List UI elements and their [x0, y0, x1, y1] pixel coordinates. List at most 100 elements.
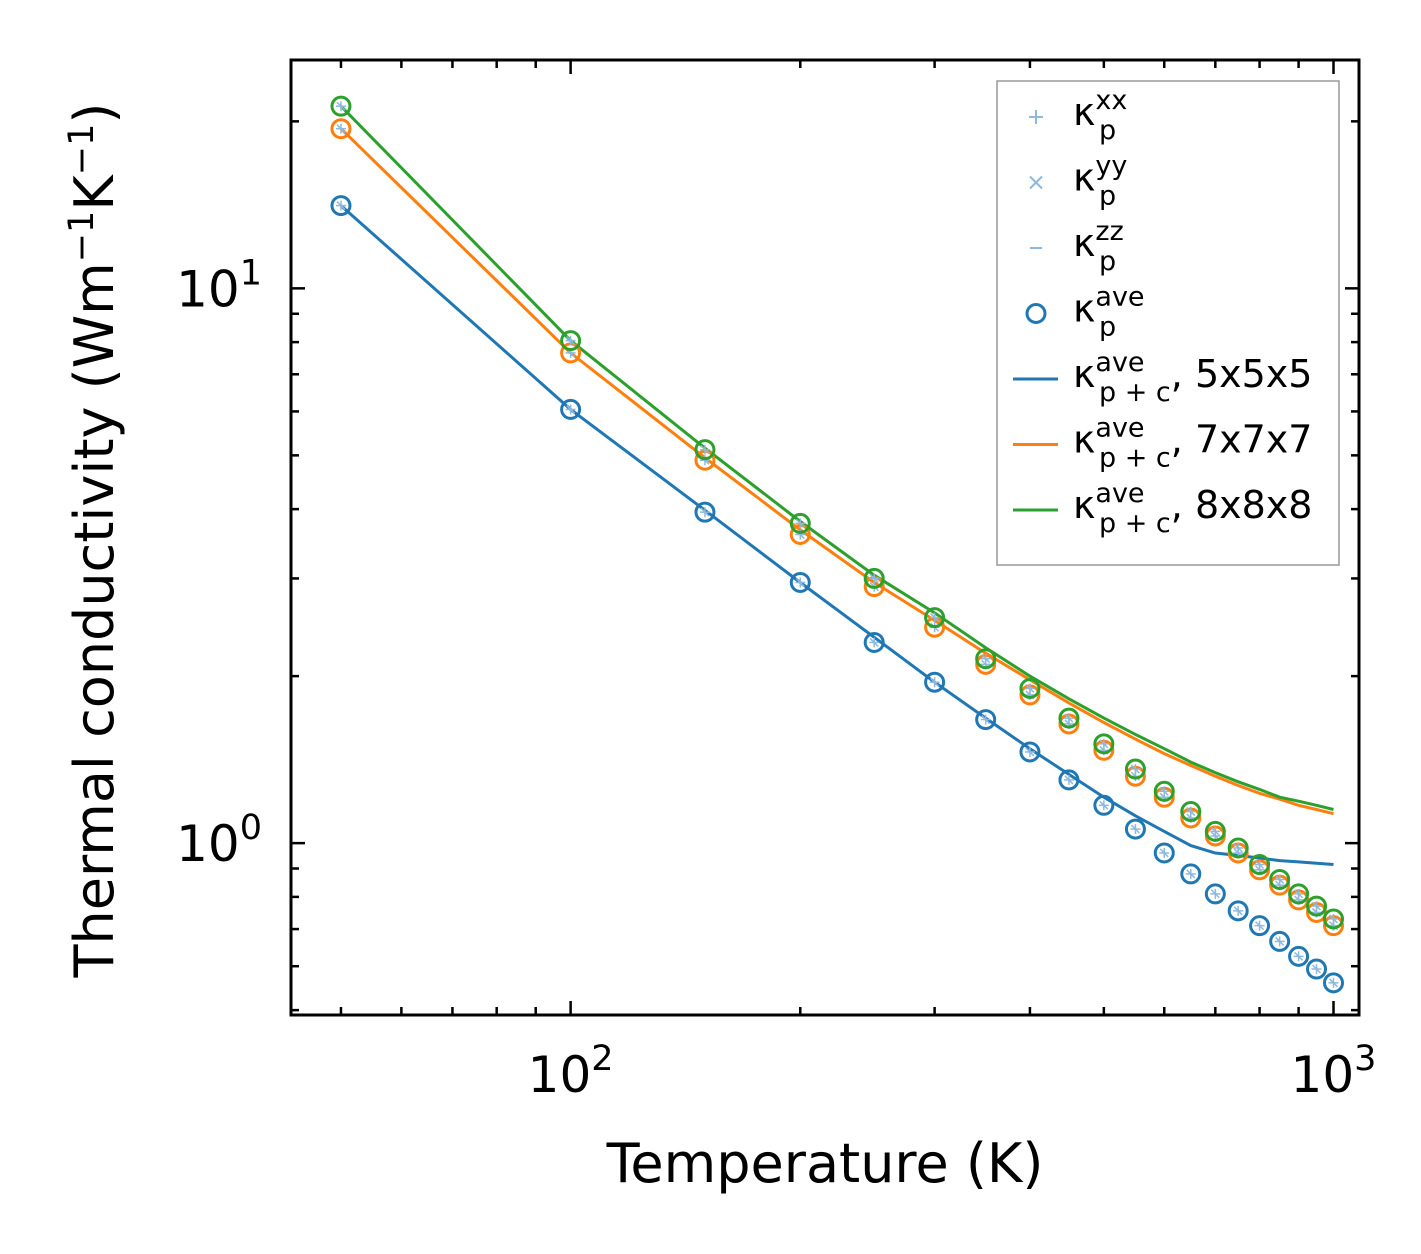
kave-point: [1180, 863, 1202, 885]
kave-point: [1058, 707, 1080, 729]
kave-point: [1204, 883, 1226, 905]
kave-point: [1124, 818, 1146, 840]
kyy-marker: [336, 124, 346, 134]
kave-point: [1306, 895, 1328, 917]
series-line: [339, 105, 1334, 811]
kyy-marker: [1233, 843, 1243, 853]
kave-point: [789, 571, 811, 593]
plot-frame: [289, 58, 1361, 1017]
kyy-marker: [1255, 921, 1265, 931]
kyy-marker: [1294, 889, 1304, 899]
legend-label: κzz p: [1073, 216, 1124, 277]
legend-label: κyy p: [1073, 151, 1127, 212]
kyy-marker: [795, 577, 805, 588]
kave-point: [1153, 780, 1175, 802]
kyy-marker: [1210, 889, 1220, 899]
kave-point: [789, 512, 811, 534]
y-axis-label: Thermal conductivity (Wm−1K−1): [62, 103, 126, 979]
kyy-marker: [1130, 764, 1140, 774]
kyy-marker: [1025, 683, 1035, 694]
kyy-marker: [1328, 914, 1339, 924]
kyy-marker: [1025, 747, 1035, 757]
kave-point: [975, 709, 997, 731]
kave-point: [1153, 842, 1175, 864]
kave-point: [694, 439, 716, 461]
kyy-marker: [566, 404, 576, 414]
kyy-marker: [930, 677, 940, 687]
x-axis-label: Temperature (K): [606, 1132, 1044, 1195]
kyy-marker: [1275, 874, 1285, 884]
kyy-marker: [1099, 800, 1109, 810]
kave-point: [863, 631, 885, 653]
tick-labels-layer: 102 103 100 101: [176, 253, 1376, 1104]
kave-point: [1093, 794, 1115, 816]
kave-point: [1288, 945, 1310, 967]
kave-point: [1180, 801, 1202, 823]
kyy-marker: [1159, 848, 1169, 858]
legend-label: κxx p: [1073, 85, 1127, 146]
kyy-marker: [700, 445, 710, 455]
points-layer: [330, 95, 1345, 994]
kyy-marker: [869, 637, 879, 647]
kyy-marker: [1311, 964, 1322, 974]
series-line: [339, 127, 1334, 816]
y-tick-label: 101: [176, 253, 262, 318]
kyy-marker: [336, 201, 346, 211]
legend-cross-icon: [1029, 175, 1043, 190]
kyy-marker: [566, 336, 576, 346]
kave-point: [1019, 677, 1041, 699]
kave-point: [1019, 741, 1041, 763]
kave-point: [1093, 733, 1115, 755]
kave-point: [330, 95, 352, 117]
kyy-marker: [869, 573, 879, 583]
kave-point: [1269, 868, 1291, 890]
kyy-marker: [1064, 775, 1074, 785]
kyy-marker: [1233, 906, 1243, 916]
legend-label: κave p + c, 8x8x8: [1073, 478, 1312, 539]
y-tick-label: 100: [176, 808, 262, 873]
kave-point: [560, 330, 582, 352]
kyy-marker: [795, 518, 805, 528]
kave-point: [1249, 854, 1271, 876]
series-line: [340, 204, 1334, 866]
kyy-marker: [1159, 786, 1169, 796]
kave-point: [1288, 883, 1310, 905]
legend-label: κave p + c, 7x7x7: [1073, 413, 1312, 474]
legend-label: κave p: [1073, 282, 1145, 343]
kyy-marker: [1328, 978, 1339, 988]
kave-point: [1058, 769, 1080, 791]
lines-layer: [339, 105, 1334, 866]
kyy-marker: [930, 613, 940, 623]
kave-point: [1227, 900, 1249, 922]
kave-point: [1227, 837, 1249, 859]
kyy-marker: [336, 101, 346, 111]
kave-point: [330, 118, 352, 140]
kave-point: [1204, 820, 1226, 842]
legend-box: [996, 80, 1340, 566]
legend-label: κave p + c, 5x5x5: [1073, 347, 1312, 408]
kave-point: [560, 398, 582, 420]
kave-point: [330, 195, 352, 217]
kave-point: [924, 671, 946, 693]
kyy-marker: [1186, 869, 1196, 879]
kyy-marker: [1130, 824, 1140, 834]
kave-point: [1306, 958, 1328, 980]
kave-point: [975, 648, 997, 670]
kyy-marker: [1186, 807, 1196, 817]
kave-point: [694, 501, 716, 523]
kave-point: [1249, 915, 1271, 937]
kyy-marker: [1210, 826, 1220, 836]
kave-point: [1269, 930, 1291, 952]
kyy-marker: [1275, 936, 1285, 946]
kyy-marker: [1064, 713, 1074, 723]
kyy-marker: [1311, 901, 1322, 911]
kyy-marker: [1294, 951, 1304, 961]
kave-point: [1124, 758, 1146, 780]
kyy-marker: [1255, 860, 1265, 870]
kyy-marker: [700, 507, 710, 517]
x-tick-label: 103: [1291, 1039, 1377, 1104]
legend-circle-icon: [1025, 303, 1047, 324]
kave-point: [1323, 972, 1345, 994]
